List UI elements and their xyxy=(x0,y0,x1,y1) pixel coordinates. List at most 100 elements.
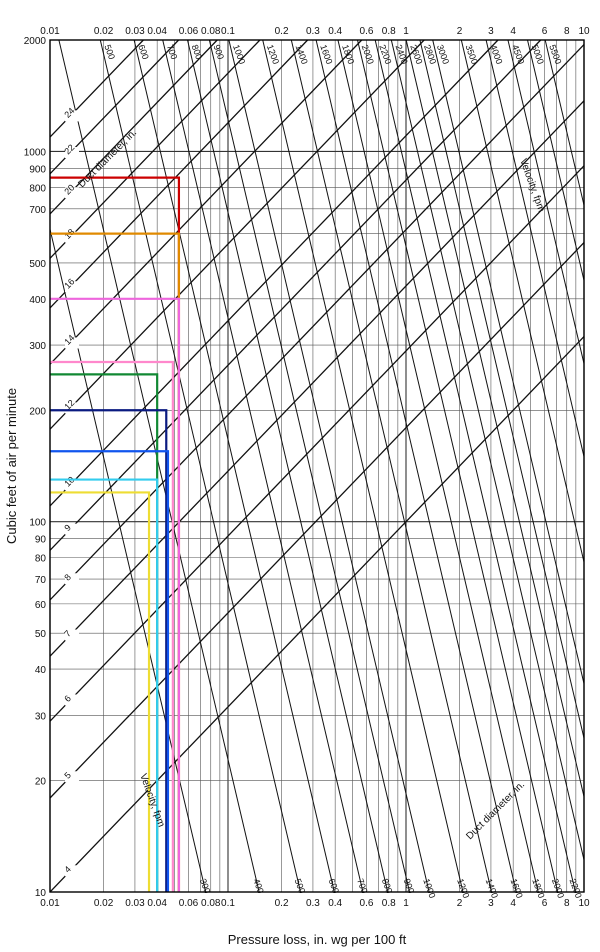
x-tick-label: 0.1 xyxy=(221,898,235,909)
y-tick-label: 60 xyxy=(35,600,47,611)
y-tick-label: 400 xyxy=(29,295,46,306)
x-tick-label: 10 xyxy=(578,898,590,909)
duct-diameter-label-bg xyxy=(65,281,79,293)
velocity-line xyxy=(527,39,585,281)
x-tick-label: 3 xyxy=(488,898,494,909)
y-tick-label: 40 xyxy=(35,665,47,676)
duct-diameter-label-bg xyxy=(65,629,79,641)
velocity-label: 600 xyxy=(136,43,151,61)
duct-diameter-label: 10 xyxy=(62,474,76,488)
x-tick-label-top: 6 xyxy=(542,26,548,37)
y-tick-label: 50 xyxy=(35,629,47,640)
x-tick-label: 0.01 xyxy=(40,898,60,909)
x-axis-title: Pressure loss, in. wg per 100 ft xyxy=(228,932,407,947)
x-tick-label: 0.04 xyxy=(147,898,167,909)
x-tick-label-top: 3 xyxy=(488,26,494,37)
velocity-line xyxy=(507,39,585,364)
x-tick-label: 0.03 xyxy=(125,898,145,909)
y-tick-label: 1000 xyxy=(24,147,47,158)
duct-diameter-label-bg xyxy=(65,337,79,349)
y-tick-label: 800 xyxy=(29,183,46,194)
y-tick-label: 30 xyxy=(35,711,47,722)
duct-diameter-label: 14 xyxy=(62,333,76,347)
duct-diameter-line xyxy=(49,44,585,601)
x-tick-label-top: 8 xyxy=(564,26,570,37)
y-tick-label: 200 xyxy=(29,406,46,417)
velocity-line xyxy=(315,39,517,893)
x-tick-label: 4 xyxy=(510,898,516,909)
duct-diameter-label: 4 xyxy=(62,864,73,875)
velocity-line xyxy=(544,39,585,206)
highlight-series xyxy=(50,176,181,892)
velocity-label: 700 xyxy=(355,877,370,895)
duct-diameter-label: 7 xyxy=(62,628,73,639)
tick-labels: 0.010.010.020.020.030.030.040.040.060.06… xyxy=(24,26,590,909)
velocity-label: 400 xyxy=(251,877,266,895)
x-tick-label: 2 xyxy=(457,898,463,909)
velocity-line xyxy=(99,39,302,893)
velocity-line xyxy=(208,39,411,893)
x-tick-label: 8 xyxy=(564,898,570,909)
duct-diameter-label: 5 xyxy=(62,770,73,781)
duct-diameter-line xyxy=(49,39,542,551)
y-tick-label: 500 xyxy=(29,259,46,270)
x-tick-label: 0.6 xyxy=(360,898,374,909)
duct-diameter-line xyxy=(49,39,261,259)
highlight-guide xyxy=(50,409,168,892)
velocity-line xyxy=(187,39,389,893)
velocity-label: 500 xyxy=(293,877,308,895)
x-tick-label-top: 0.4 xyxy=(328,26,342,37)
x-tick-label-top: 0.1 xyxy=(221,26,235,37)
duct-diameter-label-bg xyxy=(65,110,79,122)
duct-diameter-label-bg xyxy=(65,402,79,414)
highlight-guide xyxy=(50,297,181,892)
duct-diameter-line xyxy=(49,39,309,309)
duct-diameter-label: 20 xyxy=(62,182,76,196)
duct-diameter-line xyxy=(49,336,585,893)
velocity-line xyxy=(133,39,335,893)
duct-diameter-label-bg xyxy=(65,147,79,159)
velocity-line xyxy=(357,39,559,893)
velocity-label: 800 xyxy=(190,43,205,61)
duct-diameter-label-bg xyxy=(65,865,79,877)
velocity-line xyxy=(432,39,585,684)
x-tick-label: 0.8 xyxy=(382,898,396,909)
x-tick-label-top: 0.3 xyxy=(306,26,320,37)
duct-diameter-label-bg xyxy=(65,479,79,491)
x-tick-label-top: 0.06 xyxy=(179,26,199,37)
velocity-line xyxy=(58,39,260,893)
x-tick-label-top: 4 xyxy=(510,26,516,37)
duct-diameter-line xyxy=(49,242,585,799)
velocity-line xyxy=(460,39,585,563)
velocity-line xyxy=(374,39,576,893)
plot-frame xyxy=(49,39,585,893)
duct-diameter-line xyxy=(49,39,363,365)
x-tick-label-top: 10 xyxy=(578,26,590,37)
duct-diameter-label: 22 xyxy=(62,142,76,156)
highlight-guide xyxy=(50,450,170,892)
x-tick-label: 0.06 xyxy=(179,898,199,909)
y-axis-title: Cubic feet of air per minute xyxy=(4,388,19,544)
velocity-line xyxy=(390,39,585,860)
duct-diameter-line xyxy=(49,100,585,657)
x-tick-label: 0.2 xyxy=(275,898,289,909)
velocity-line xyxy=(228,39,430,893)
velocity-line xyxy=(262,39,464,893)
x-tick-label: 0.3 xyxy=(306,898,320,909)
y-tick-label: 300 xyxy=(29,341,46,352)
velocity-lines: 300 400 5005006006007007008008009009001000… xyxy=(49,39,585,900)
duct-diameter-line xyxy=(49,39,425,430)
x-tick-label-top: 0.03 xyxy=(125,26,145,37)
velocity-line xyxy=(485,39,585,457)
x-tick-label-top: 0.08 xyxy=(201,26,221,37)
highlight-guide xyxy=(50,360,174,892)
y-tick-label: 20 xyxy=(35,777,47,788)
velocity-label: 900 xyxy=(402,877,417,895)
x-tick-label: 0.02 xyxy=(94,898,114,909)
highlight-guide xyxy=(50,478,159,892)
y-tick-label: 2000 xyxy=(24,36,47,47)
duct-diameter-label-bg xyxy=(65,771,79,783)
duct-diameter-line xyxy=(49,165,585,722)
